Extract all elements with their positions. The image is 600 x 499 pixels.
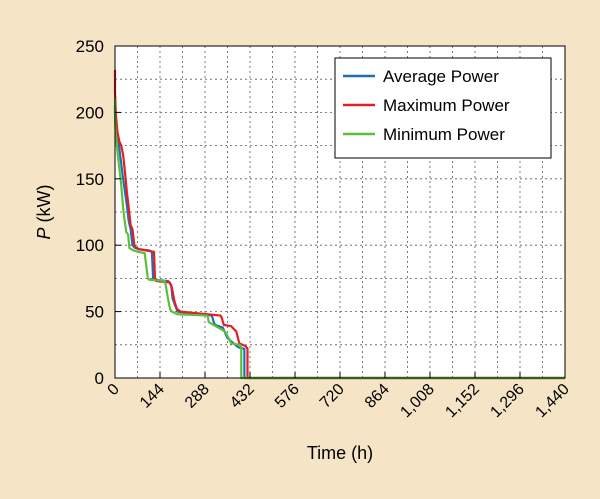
legend: Average Power Maximum Power Minimum Powe… — [334, 57, 552, 159]
legend-label-maximum: Maximum Power — [383, 96, 510, 115]
y-tick-label: 250 — [76, 37, 104, 56]
y-tick-label: 200 — [76, 103, 104, 122]
y-axis-label: P (kW) — [34, 185, 54, 240]
y-tick-label: 0 — [95, 369, 104, 388]
x-tick-label: 1,440 — [532, 381, 572, 421]
y-tick-label: 50 — [85, 303, 104, 322]
x-tick-label: 864 — [362, 381, 393, 412]
y-tick-label: 100 — [76, 236, 104, 255]
x-tick-label: 432 — [227, 381, 258, 412]
x-tick-label: 288 — [182, 381, 213, 412]
legend-box — [334, 57, 552, 159]
series-lines — [113, 69, 565, 380]
x-tick-label: 1,296 — [487, 381, 527, 421]
x-tick-label: 144 — [137, 381, 168, 412]
y-tick-label: 150 — [76, 170, 104, 189]
x-axis-label: Time (h) — [307, 443, 373, 463]
x-tick-label: 720 — [317, 381, 348, 412]
y-axis-label-variable: P — [34, 227, 54, 239]
legend-label-minimum: Minimum Power — [383, 125, 505, 144]
x-tick-label: 576 — [272, 381, 303, 412]
x-tick-label: 1,152 — [442, 381, 482, 421]
x-tick-label: 1,008 — [397, 381, 437, 421]
legend-label-average: Average Power — [383, 67, 499, 86]
x-tick-label: 0 — [105, 381, 123, 399]
y-axis-label-unit: (kW) — [34, 185, 54, 228]
series-line — [113, 99, 565, 380]
